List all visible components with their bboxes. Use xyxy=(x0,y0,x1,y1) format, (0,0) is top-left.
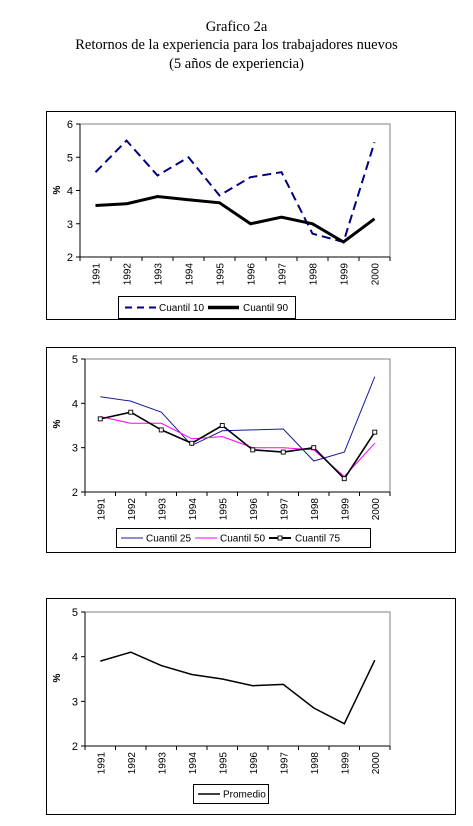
y-tick-label: 2 xyxy=(67,252,73,264)
x-tick-label: 2000 xyxy=(371,752,382,775)
x-tick-label: 1998 xyxy=(310,498,321,521)
legend-label: Cuantil 25 xyxy=(146,534,191,545)
x-tick-label: 1993 xyxy=(157,498,168,521)
legend-box xyxy=(118,296,296,319)
legend: Promedio xyxy=(193,784,269,804)
legend-marker xyxy=(277,535,283,541)
data-point xyxy=(372,429,378,435)
legend-label: Promedio xyxy=(223,790,266,801)
x-tick-label: 1994 xyxy=(185,263,196,286)
figure-subtitle-note: (5 años de experiencia) xyxy=(169,56,304,72)
x-tick-label: 1991 xyxy=(96,752,107,775)
y-axis-label: % xyxy=(52,419,63,428)
legend: Cuantil 25 Cuantil 50 Cuantil 75 xyxy=(116,528,371,548)
chart-2: 2 3 4 5 1991 1992 1993 1994 1995 1996 1997 1998 1999… xyxy=(46,347,456,553)
x-tick-label: 1998 xyxy=(309,263,320,286)
x-tick-label: 1999 xyxy=(340,752,351,775)
y-tick-label: 5 xyxy=(72,354,78,366)
legend-label: Cuantil 10 xyxy=(159,303,204,314)
x-tick-label: 1993 xyxy=(157,752,168,775)
x-tick-label: 1994 xyxy=(188,752,199,775)
x-tick-label: 1991 xyxy=(96,498,107,521)
y-tick-label: 3 xyxy=(72,696,78,708)
data-point xyxy=(311,445,317,451)
x-tick-label: 1997 xyxy=(279,498,290,521)
legend-label: Cuantil 50 xyxy=(220,534,265,545)
x-tick-label: 1996 xyxy=(247,263,258,286)
x-tick-label: 1994 xyxy=(188,498,199,521)
y-tick-label: 4 xyxy=(72,398,78,410)
series-line xyxy=(100,651,376,725)
chart-1: 2 3 4 5 6 1991 1992 1993 1994 1995 1996 1997 1998 199… xyxy=(46,111,456,320)
x-tick-label: 1993 xyxy=(154,263,165,286)
y-tick-label: 2 xyxy=(72,487,78,499)
figure-subtitle: Retornos de la experiencia para los trab… xyxy=(75,37,398,53)
x-tick-label: 1998 xyxy=(310,752,321,775)
figure-title: Grafico 2a xyxy=(205,19,268,35)
x-tick-label: 2000 xyxy=(371,263,382,286)
chart-3: 2 3 4 5 1991 1992 1993 1994 1995 1996 1997 1998 1999… xyxy=(46,598,456,815)
y-axis-label: % xyxy=(52,673,63,682)
data-point xyxy=(219,423,225,428)
x-tick-label: 1995 xyxy=(216,263,227,286)
data-point xyxy=(158,427,164,433)
x-tick-label: 1996 xyxy=(249,752,260,775)
y-tick-label: 4 xyxy=(72,652,78,664)
data-point xyxy=(97,416,103,422)
data-point xyxy=(189,440,195,446)
y-tick-label: 5 xyxy=(67,152,73,164)
x-tick-label: 1997 xyxy=(279,752,290,775)
legend: Cuantil 10 Cuantil 90 xyxy=(118,296,296,319)
x-tick-label: 1995 xyxy=(218,498,229,521)
chart-frame xyxy=(46,598,456,815)
x-tick-label: 1991 xyxy=(92,263,103,286)
x-tick-label: 1997 xyxy=(278,263,289,286)
x-tick-label: 1999 xyxy=(340,263,351,286)
data-point xyxy=(250,447,256,453)
data-point xyxy=(280,449,286,455)
chart-frame xyxy=(46,111,456,320)
legend-label: Cuantil 75 xyxy=(295,534,340,545)
y-tick-label: 2 xyxy=(72,741,78,753)
y-tick-label: 3 xyxy=(67,219,73,231)
legend-box xyxy=(116,528,371,548)
y-axis-label: % xyxy=(52,185,63,194)
legend-label: Cuantil 90 xyxy=(243,303,288,314)
x-tick-label: 2000 xyxy=(371,498,382,521)
series-line xyxy=(100,411,376,480)
x-tick-label: 1995 xyxy=(218,752,229,775)
data-point xyxy=(341,476,347,482)
x-tick-label: 1992 xyxy=(123,263,134,286)
y-tick-label: 4 xyxy=(67,186,73,198)
x-tick-label: 1992 xyxy=(127,498,138,521)
series-line xyxy=(100,376,376,462)
y-tick-label: 6 xyxy=(67,119,73,131)
series-line xyxy=(95,194,376,244)
y-tick-label: 5 xyxy=(72,607,78,619)
x-tick-label: 1996 xyxy=(249,498,260,521)
x-tick-label: 1992 xyxy=(127,752,138,775)
data-point xyxy=(128,409,134,415)
legend-box xyxy=(193,784,269,804)
x-tick-label: 1999 xyxy=(340,498,351,521)
series-line xyxy=(94,139,376,244)
y-tick-label: 3 xyxy=(72,443,78,455)
